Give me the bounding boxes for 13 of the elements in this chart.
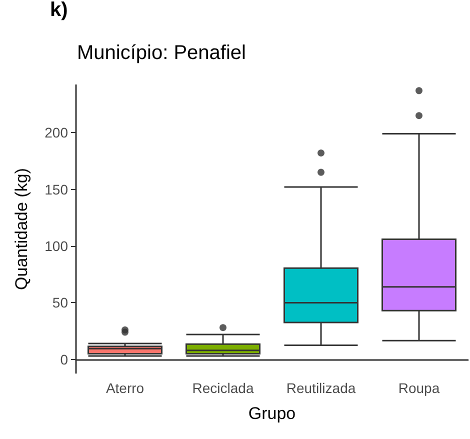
y-axis-title: Quantidade (kg) — [12, 168, 31, 290]
y-tick-label: 150 — [44, 181, 68, 198]
y-tick-label: 50 — [52, 294, 68, 311]
y-tick-label: 0 — [60, 351, 68, 368]
x-axis-title: Grupo — [248, 404, 296, 423]
x-tick-label: Aterro — [106, 380, 144, 396]
y-tick-label: 200 — [44, 124, 68, 141]
x-tick-label: Reutilizada — [286, 380, 356, 396]
x-tick-label: Roupa — [398, 380, 440, 396]
x-tick-label: Reciclada — [192, 380, 254, 396]
y-tick-label: 100 — [44, 238, 68, 254]
text: k) — [50, 0, 68, 21]
chart-title: Município: Penafiel — [77, 42, 246, 64]
